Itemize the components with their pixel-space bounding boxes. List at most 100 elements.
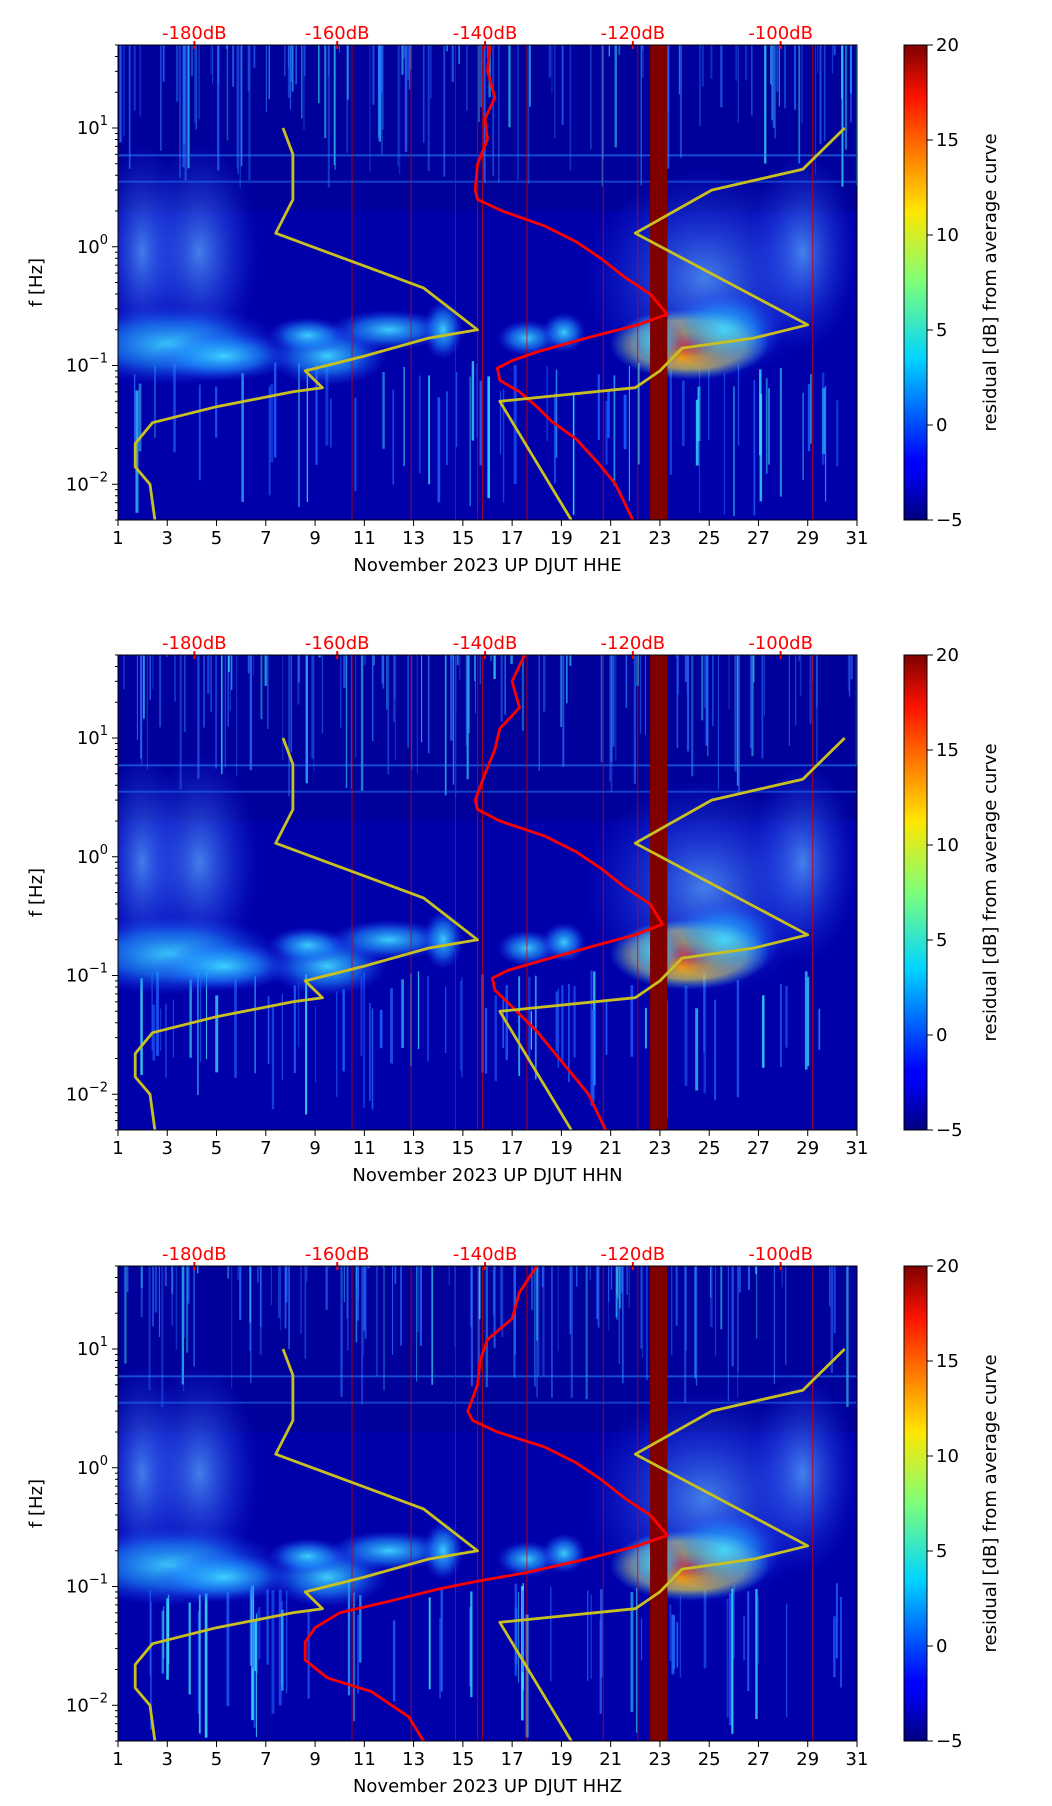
event-streak [630,1591,634,1712]
noise-streak [142,655,145,719]
noise-streak [560,655,563,727]
noise-streak [305,1266,308,1282]
noise-streak [171,1266,173,1326]
series-line-0 [473,655,664,1130]
x-tick-label: 21 [599,528,622,549]
noise-streak [794,655,797,726]
y-tick-base: 10 [66,966,89,987]
noise-streak [671,1266,673,1356]
microseism-blob [153,331,294,382]
event-streak [446,391,448,466]
noise-streak [179,655,182,790]
x-tick-label: 9 [309,1138,320,1159]
noise-streak [642,1266,644,1358]
db-label: -180dB [162,1244,227,1265]
noise-streak [140,655,143,759]
event-streak [840,1596,842,1688]
noise-streak [328,45,330,77]
event-streak [197,1611,200,1714]
event-streak [138,383,142,452]
noise-streak [416,1266,418,1382]
noise-streak [397,45,399,167]
noise-streak [325,1266,328,1310]
event-streak [521,1590,524,1673]
noise-streak [474,655,476,714]
event-streak [357,1614,359,1694]
noise-streak [196,1266,199,1274]
y-tick-label: 100 [77,233,108,258]
y-tick-exponent: −1 [89,1573,108,1588]
noise-streak [615,1266,618,1318]
noise-streak [239,1266,242,1320]
event-streak [167,1594,170,1664]
noise-streak [710,1266,713,1328]
event-streak [315,364,318,465]
noise-streak [694,1266,696,1379]
noise-streak [728,655,730,709]
microseism-blob [153,1552,294,1603]
db-label: -100dB [748,633,813,654]
x-tick-label: 17 [501,1138,524,1159]
microseism-blob [747,1373,857,1574]
noise-streak [736,655,739,786]
event-streak [390,988,393,1064]
noise-streak [140,1266,143,1289]
noise-streak [521,655,524,731]
event-streak [517,1592,520,1683]
noise-streak [267,655,269,730]
noise-streak [227,1266,230,1279]
microseism-blob [267,927,348,964]
event-streak [281,1609,284,1691]
noise-streak [517,45,519,180]
event-streak [298,363,300,508]
noise-streak [226,45,229,141]
noise-streak [596,1266,599,1320]
event-streak [271,1590,275,1714]
event-streak [623,394,627,450]
noise-streak [197,655,200,779]
event-streak [226,1591,230,1707]
noise-streak [394,655,396,761]
noise-streak [257,1266,259,1283]
x-tick-label: 7 [260,1749,271,1770]
noise-streak [788,655,790,747]
x-tick-label: 31 [846,1749,869,1770]
y-tick-base: 10 [66,356,89,377]
y-tick-base: 10 [66,1084,89,1105]
event-streak [150,1601,152,1730]
noise-streak [229,655,231,712]
noise-streak [194,45,196,123]
noise-streak [610,1266,613,1290]
series-line-2 [498,127,846,520]
noise-streak [459,655,461,681]
noise-streak [203,655,205,728]
event-streak [256,1611,259,1674]
event-streak [807,384,811,452]
noise-streak [774,45,776,139]
event-streak [637,362,640,465]
event-streak [206,971,208,1060]
microseism-blob [541,312,586,353]
noise-streak [419,1266,423,1346]
noise-streak [711,655,714,727]
noise-streak [798,655,800,661]
x-tick-label: 15 [451,1749,474,1770]
event-streak [554,393,556,484]
noise-streak [212,45,214,84]
event-streak [590,970,593,1107]
noise-streak [590,45,592,150]
noise-streak [710,45,713,79]
y-tick-label: 101 [77,1335,108,1360]
noise-streak [633,655,637,784]
noise-streak [227,655,230,673]
event-streak [254,1619,257,1671]
noise-streak [394,1266,397,1284]
noise-streak [675,1266,678,1326]
noise-streak [626,1266,628,1296]
colorbar-tick-label: −5 [936,510,963,531]
noise-streak [210,655,212,713]
harmonic-line [118,180,857,183]
series-line-2 [498,737,846,1130]
noise-streak [833,45,836,56]
noise-streak [249,1266,252,1383]
